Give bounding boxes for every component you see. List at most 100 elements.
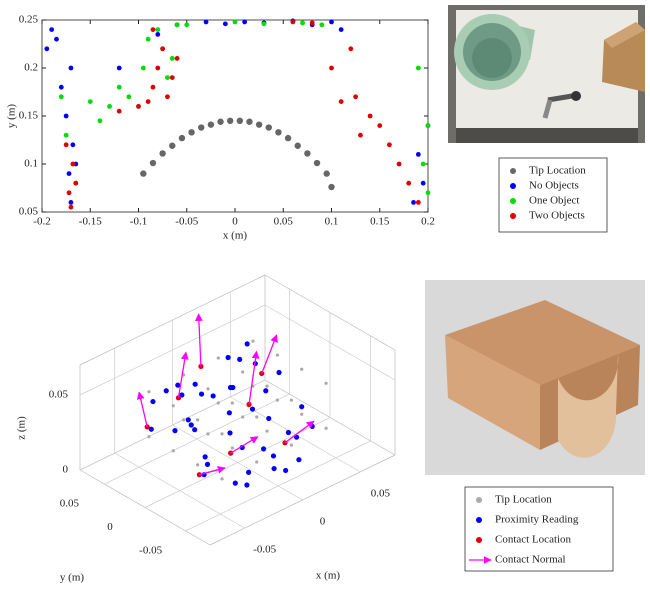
- point: [117, 85, 122, 90]
- legend-label: Contact Location: [495, 534, 572, 546]
- legend-marker: [476, 517, 482, 523]
- point: [184, 22, 189, 27]
- point: [199, 391, 204, 396]
- point: [358, 133, 363, 138]
- point: [165, 75, 170, 80]
- point: [310, 20, 315, 25]
- point: [324, 382, 327, 385]
- point: [244, 482, 249, 487]
- point: [126, 94, 131, 99]
- point: [188, 129, 194, 135]
- point: [44, 46, 49, 51]
- point: [276, 354, 279, 357]
- point: [233, 481, 238, 486]
- x-tick-label: -0.1: [130, 216, 147, 228]
- point: [159, 150, 165, 156]
- x-tick-label: 0.15: [370, 216, 390, 228]
- point: [246, 119, 252, 125]
- point: [196, 418, 199, 421]
- point: [206, 432, 209, 435]
- point: [276, 399, 279, 402]
- point: [233, 20, 238, 25]
- x-tick-label: -0.05: [253, 544, 276, 556]
- point: [231, 446, 234, 449]
- legend-label: Tip Location: [529, 165, 586, 177]
- point: [291, 20, 296, 25]
- point: [300, 413, 303, 416]
- point: [263, 388, 268, 393]
- grid-line: [104, 394, 289, 484]
- point: [170, 75, 175, 80]
- point: [329, 20, 334, 25]
- point: [251, 339, 254, 342]
- point: [223, 21, 228, 26]
- point: [256, 121, 262, 127]
- point: [136, 104, 141, 109]
- point: [150, 399, 155, 404]
- legend-marker: [510, 198, 516, 204]
- point: [237, 357, 242, 362]
- point: [266, 416, 271, 421]
- point: [117, 109, 122, 114]
- point: [206, 387, 209, 390]
- point: [59, 85, 64, 90]
- legend-label: Contact Normal: [495, 554, 566, 566]
- series: [59, 20, 431, 196]
- x-axis-label: x (m): [223, 230, 247, 242]
- photo-object: [425, 280, 645, 475]
- point: [69, 200, 74, 205]
- legend-label: Tip Location: [495, 494, 552, 506]
- point: [328, 184, 334, 190]
- point: [426, 190, 431, 195]
- point: [283, 468, 288, 473]
- point: [64, 114, 69, 119]
- point: [73, 181, 78, 186]
- point: [296, 457, 301, 462]
- series: [44, 19, 430, 205]
- arrow: [199, 468, 224, 475]
- point: [290, 399, 293, 402]
- point: [208, 121, 214, 127]
- legend-marker: [476, 497, 482, 503]
- arrow: [249, 351, 257, 404]
- point: [67, 190, 72, 195]
- x-tick-label: 0.05: [371, 487, 391, 499]
- point: [245, 341, 250, 346]
- y-tick-label: 0.15: [19, 110, 39, 122]
- point: [172, 404, 175, 407]
- point: [54, 37, 59, 42]
- x-tick-label: 0: [232, 216, 238, 228]
- point: [295, 143, 301, 149]
- point: [67, 171, 72, 176]
- point: [141, 66, 146, 71]
- point: [205, 462, 210, 467]
- point: [323, 170, 329, 176]
- y-tick-label: 0.25: [19, 14, 39, 26]
- figure: -0.2-0.15-0.1-0.0500.050.10.150.20.050.1…: [0, 0, 650, 590]
- legend-label: Proximity Reading: [495, 514, 579, 526]
- point: [189, 422, 194, 427]
- arrow: [199, 314, 201, 367]
- y-axis-label: y (m): [60, 572, 84, 584]
- point: [265, 384, 268, 387]
- point: [198, 124, 204, 130]
- legend-marker: [510, 183, 516, 189]
- point: [192, 427, 197, 432]
- point: [265, 429, 268, 432]
- point: [196, 463, 199, 466]
- series: [64, 20, 421, 210]
- point: [155, 27, 160, 32]
- point: [271, 453, 276, 458]
- point: [416, 200, 421, 205]
- y-tick-label: -0.05: [139, 544, 162, 556]
- point: [290, 444, 293, 447]
- legend-marker: [476, 537, 482, 543]
- point: [246, 470, 251, 475]
- point: [241, 415, 244, 418]
- point: [262, 21, 267, 26]
- point: [220, 432, 223, 435]
- z-tick-label: 0: [63, 464, 69, 476]
- point: [179, 135, 185, 141]
- point: [230, 385, 235, 390]
- arrow: [231, 437, 258, 453]
